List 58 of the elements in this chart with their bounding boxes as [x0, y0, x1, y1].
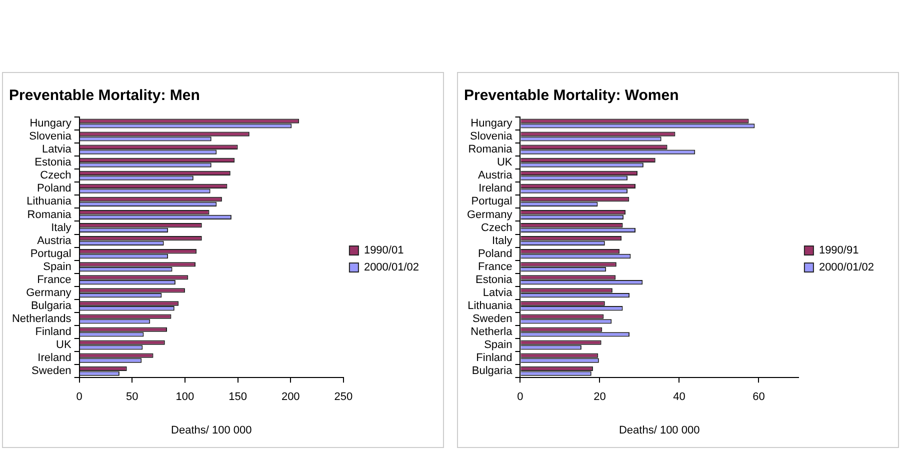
x-tick-label: 0	[76, 391, 82, 404]
x-tick-label: 20	[594, 391, 606, 404]
y-tick-label: Poland	[37, 182, 72, 195]
y-tick-label: Austria	[37, 234, 72, 247]
y-tick-label: Poland	[478, 248, 512, 260]
y-tick-label: Czech	[40, 170, 72, 182]
y-tick-label: Romania	[468, 144, 514, 156]
legend-label: 2000/01/02	[364, 262, 420, 274]
y-tick-label: Spain	[484, 339, 512, 352]
y-tick-label: France	[37, 274, 72, 286]
x-tick-label: 200	[281, 391, 300, 404]
y-tick-label: Latvia	[42, 144, 72, 156]
y-tick-label: Czech	[481, 222, 512, 234]
x-tick-label: 250	[334, 391, 353, 404]
y-tick-label: Portugal	[471, 196, 512, 208]
x-tick-label: 50	[126, 391, 138, 404]
y-tick-label: Netherlands	[12, 312, 72, 325]
y-tick-label: Estonia	[476, 274, 514, 286]
y-tick-label: Lithuania	[468, 300, 514, 312]
y-tick-label: Ireland	[38, 352, 72, 364]
y-tick-label: Sweden	[32, 365, 72, 378]
y-tick-label: Netherla	[470, 326, 514, 338]
x-tick-label: 40	[673, 391, 686, 404]
y-tick-label: Lithuania	[26, 196, 72, 208]
y-tick-label: Bulgaria	[30, 300, 72, 312]
y-tick-label: Italy	[51, 222, 72, 234]
y-tick-label: Bulgaria	[472, 365, 514, 378]
y-tick-label: Spain	[43, 260, 72, 273]
x-axis-title: Deaths/ 100 000	[171, 424, 252, 436]
y-tick-label: Estonia	[34, 156, 72, 169]
y-tick-label: Ireland	[478, 182, 512, 195]
x-tick-label: 0	[517, 391, 524, 404]
y-tick-label: Sweden	[472, 312, 512, 325]
x-axis-title: Deaths/ 100 000	[618, 424, 700, 436]
x-tick-label: 60	[752, 391, 765, 404]
chart-title: Preventable Mortality: Women	[464, 87, 679, 104]
y-tick-label: Slovenia	[29, 130, 72, 143]
y-tick-label: Italy	[492, 234, 513, 247]
y-tick-label: Hungary	[470, 118, 513, 130]
y-tick-label: UK	[496, 156, 513, 169]
x-tick-label: 100	[176, 391, 194, 404]
legend-label: 2000/01/02	[818, 262, 874, 274]
y-tick-label: Germany	[466, 208, 513, 221]
x-tick-label: 150	[228, 391, 247, 404]
y-tick-label: Romania	[27, 208, 72, 221]
y-tick-label: Germany	[26, 286, 72, 299]
y-tick-label: Hungary	[30, 118, 72, 130]
y-tick-label: Austria	[478, 170, 514, 182]
y-tick-label: Finland	[476, 352, 512, 364]
legend-label: 1990/91	[818, 244, 859, 257]
y-tick-label: UK	[56, 339, 72, 352]
y-tick-label: France	[478, 260, 512, 273]
y-tick-label: Slovenia	[470, 130, 514, 143]
y-tick-label: Latvia	[482, 286, 514, 299]
y-tick-label: Portugal	[30, 248, 72, 260]
y-tick-label: Finland	[35, 326, 72, 338]
legend-label: 1990/01	[364, 244, 404, 257]
chart-title: Preventable Mortality: Men	[9, 87, 200, 104]
